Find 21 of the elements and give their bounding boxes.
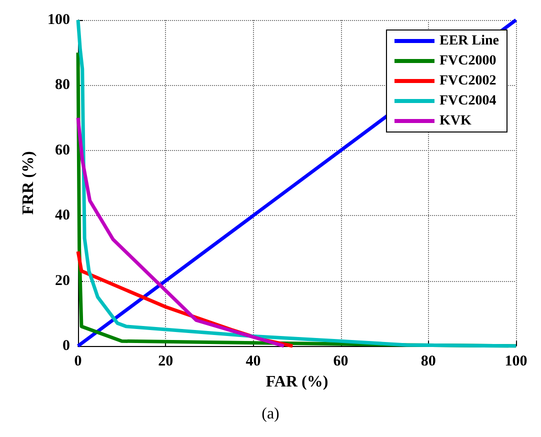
- text: (a): [262, 406, 280, 422]
- y-axis-title: FRR (%): [20, 151, 38, 215]
- x-tick-label: 20: [158, 354, 174, 370]
- legend-label: FVC2002: [439, 74, 496, 88]
- y-tick-label: 40: [55, 208, 70, 224]
- y-tick-label: 60: [55, 142, 70, 158]
- x-tick-label: 0: [74, 354, 82, 370]
- legend-label: FVC2004: [439, 94, 496, 108]
- line-series: [76, 116, 286, 348]
- x-tick-label: 40: [246, 354, 261, 370]
- x-tick-label: 100: [504, 354, 528, 370]
- y-tick-label: 0: [62, 338, 70, 354]
- x-tick-label: 60: [333, 354, 348, 370]
- y-tick-label: 20: [55, 272, 70, 289]
- legend-label: EER Line: [439, 34, 499, 48]
- x-axis-title: FAR (%): [266, 373, 328, 390]
- legend-label: KVK: [439, 114, 472, 128]
- y-tick-label: 80: [55, 77, 70, 94]
- y-tick-label: 100: [48, 12, 70, 28]
- x-tick-label: 80: [420, 354, 436, 370]
- legend-label: FVC2000: [439, 54, 496, 68]
